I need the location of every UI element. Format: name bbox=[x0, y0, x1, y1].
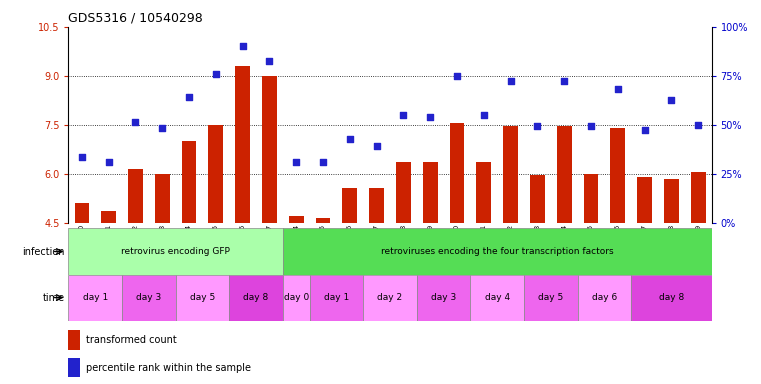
Text: day 4: day 4 bbox=[485, 293, 510, 302]
Bar bbox=[209, 125, 223, 223]
Bar bbox=[68, 275, 122, 321]
Text: day 2: day 2 bbox=[377, 293, 403, 302]
Text: retrovirus encoding GFP: retrovirus encoding GFP bbox=[121, 247, 230, 256]
Text: percentile rank within the sample: percentile rank within the sample bbox=[87, 363, 251, 373]
Bar bbox=[68, 358, 80, 377]
Point bbox=[558, 78, 570, 84]
Bar bbox=[530, 175, 545, 223]
Text: day 6: day 6 bbox=[592, 293, 617, 302]
Bar bbox=[557, 126, 572, 223]
Text: day 0: day 0 bbox=[284, 293, 309, 302]
Text: GDS5316 / 10540298: GDS5316 / 10540298 bbox=[68, 11, 203, 24]
Bar bbox=[664, 179, 679, 223]
Point bbox=[290, 159, 302, 166]
Bar bbox=[283, 275, 310, 321]
Point bbox=[76, 154, 88, 161]
Bar bbox=[578, 275, 631, 321]
Text: day 1: day 1 bbox=[323, 293, 349, 302]
Text: day 5: day 5 bbox=[189, 293, 215, 302]
Point bbox=[424, 114, 436, 120]
Bar bbox=[417, 275, 470, 321]
Text: day 1: day 1 bbox=[83, 293, 108, 302]
Bar bbox=[524, 275, 578, 321]
Point bbox=[478, 112, 490, 118]
Bar bbox=[68, 228, 283, 275]
Bar bbox=[289, 216, 304, 223]
Point bbox=[129, 118, 142, 124]
Bar bbox=[235, 66, 250, 223]
Bar bbox=[503, 126, 518, 223]
Point bbox=[397, 112, 409, 118]
Bar bbox=[262, 76, 277, 223]
Point bbox=[156, 125, 168, 131]
Bar bbox=[631, 275, 712, 321]
Bar bbox=[342, 189, 357, 223]
Bar bbox=[369, 189, 384, 223]
Point bbox=[505, 78, 517, 84]
Bar bbox=[610, 128, 625, 223]
Bar bbox=[316, 218, 330, 223]
Point bbox=[585, 123, 597, 129]
Point bbox=[183, 94, 195, 100]
Bar bbox=[75, 203, 89, 223]
Text: day 3: day 3 bbox=[431, 293, 457, 302]
Text: transformed count: transformed count bbox=[87, 335, 177, 345]
Point bbox=[451, 73, 463, 79]
Bar bbox=[584, 174, 598, 223]
Bar bbox=[363, 275, 417, 321]
Bar bbox=[68, 330, 80, 349]
Point bbox=[371, 143, 383, 149]
Text: day 5: day 5 bbox=[538, 293, 563, 302]
Point bbox=[237, 43, 249, 50]
Text: day 8: day 8 bbox=[659, 293, 684, 302]
Bar bbox=[155, 174, 170, 223]
Text: day 8: day 8 bbox=[244, 293, 269, 302]
Text: retroviruses encoding the four transcription factors: retroviruses encoding the four transcrip… bbox=[380, 247, 613, 256]
Point bbox=[103, 159, 115, 166]
Point bbox=[612, 86, 624, 92]
Bar bbox=[182, 141, 196, 223]
Bar bbox=[128, 169, 143, 223]
Text: time: time bbox=[43, 293, 65, 303]
Bar bbox=[176, 275, 229, 321]
Point bbox=[692, 122, 704, 128]
Bar bbox=[637, 177, 652, 223]
Bar bbox=[310, 275, 363, 321]
Point bbox=[263, 58, 275, 64]
Bar bbox=[229, 275, 283, 321]
Bar bbox=[423, 162, 438, 223]
Text: day 3: day 3 bbox=[136, 293, 161, 302]
Bar bbox=[101, 211, 116, 223]
Bar bbox=[691, 172, 705, 223]
Bar bbox=[122, 275, 176, 321]
Point bbox=[317, 159, 329, 166]
Bar bbox=[476, 162, 491, 223]
Text: infection: infection bbox=[22, 247, 65, 257]
Point bbox=[665, 97, 677, 103]
Bar bbox=[470, 275, 524, 321]
Point bbox=[638, 127, 651, 133]
Bar bbox=[450, 123, 464, 223]
Point bbox=[344, 136, 356, 142]
Bar bbox=[396, 162, 411, 223]
Point bbox=[531, 123, 543, 129]
Point bbox=[210, 71, 222, 77]
Bar bbox=[283, 228, 712, 275]
